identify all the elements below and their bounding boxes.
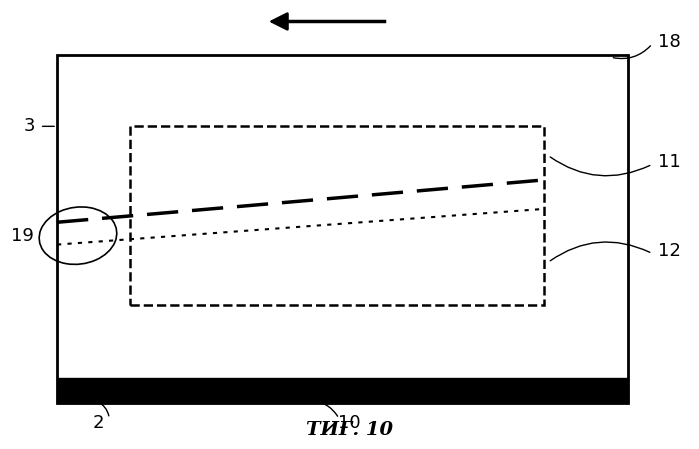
Text: ΤИГ. 10: ΤИГ. 10	[306, 421, 393, 439]
Text: 10: 10	[338, 414, 361, 432]
Text: 3: 3	[24, 117, 35, 135]
Bar	[57, 55, 628, 403]
Text: 12: 12	[658, 242, 682, 260]
Text: 2: 2	[93, 414, 105, 432]
Text: 11: 11	[658, 153, 681, 171]
Text: 18: 18	[658, 32, 681, 51]
Text: 19: 19	[11, 227, 34, 245]
Bar	[57, 379, 628, 403]
Bar	[130, 126, 545, 305]
